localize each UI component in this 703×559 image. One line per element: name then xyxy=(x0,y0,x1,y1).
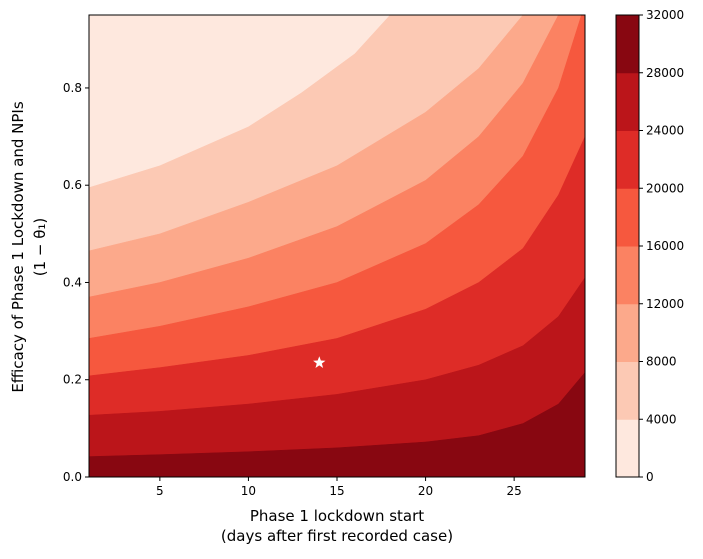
y-axis-title-line2: (1 − θ₁) xyxy=(31,218,49,277)
colorbar-tick-label: 4000 xyxy=(646,412,677,426)
colorbar-segment xyxy=(616,419,639,478)
y-tick-label: 0.6 xyxy=(63,178,82,192)
y-tick-label: 0.8 xyxy=(63,81,82,95)
x-tick-label: 5 xyxy=(156,484,164,498)
y-tick-label: 0.4 xyxy=(63,275,82,289)
marker-layer xyxy=(313,356,326,368)
colorbar-segment xyxy=(616,246,639,305)
colorbar-tick-label: 32000 xyxy=(646,8,684,22)
y-tick-label: 0.2 xyxy=(63,373,82,387)
colorbar-segment xyxy=(616,72,639,131)
y-tick-label: 0.0 xyxy=(63,470,82,484)
colorbar-segment xyxy=(616,130,639,189)
y-axis-ticks: 0.0 0.2 0.4 0.6 0.8 xyxy=(63,81,89,484)
colorbar-tick-label: 24000 xyxy=(646,124,684,138)
star-marker xyxy=(313,356,326,368)
colorbar-tick-label: 28000 xyxy=(646,66,684,80)
colorbar: 0 4000 8000 12000 16000 20000 24000 28000 32000 xyxy=(615,8,684,484)
x-tick-label: 25 xyxy=(507,484,522,498)
colorbar-tick-label: 8000 xyxy=(646,355,677,369)
x-tick-label: 20 xyxy=(418,484,433,498)
y-axis-title-line1: Efficacy of Phase 1 Lockdown and NPIs xyxy=(9,101,27,393)
colorbar-tick-label: 0 xyxy=(646,470,654,484)
x-axis-ticks: 5 10 15 20 25 xyxy=(156,477,522,498)
contour-band-7 xyxy=(89,372,585,477)
colorbar-segment xyxy=(616,303,639,362)
contour-bands xyxy=(89,15,585,477)
contour-band-6 xyxy=(89,277,585,477)
colorbar-segment xyxy=(616,15,639,74)
colorbar-tick-label: 16000 xyxy=(646,239,684,253)
colorbar-tick-label: 20000 xyxy=(646,181,684,195)
x-axis-title-line1: Phase 1 lockdown start xyxy=(250,507,424,525)
x-tick-label: 10 xyxy=(241,484,256,498)
colorbar-tick-label: 12000 xyxy=(646,297,684,311)
x-tick-label: 15 xyxy=(329,484,344,498)
colorbar-segment xyxy=(616,188,639,247)
colorbar-segment xyxy=(616,361,639,420)
x-axis-title-line2: (days after first recorded case) xyxy=(221,527,453,545)
